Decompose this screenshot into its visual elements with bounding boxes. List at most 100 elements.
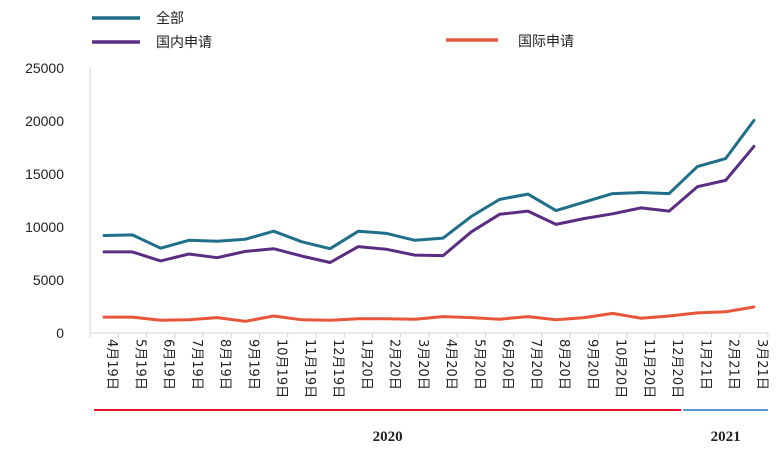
data-point	[413, 253, 417, 257]
data-point	[639, 316, 643, 320]
x-tick-label: 6月20日	[500, 339, 515, 390]
data-point	[554, 318, 558, 321]
x-tick-label: 6月19日	[161, 339, 176, 390]
data-point	[441, 236, 445, 240]
data-point	[413, 239, 417, 242]
y-tick-label: 5000	[33, 272, 64, 288]
data-point	[526, 209, 530, 213]
series-line-1	[102, 144, 756, 264]
data-point	[215, 316, 219, 319]
data-point	[413, 318, 417, 321]
x-tick-label: 2月20日	[387, 339, 402, 390]
data-point	[583, 200, 586, 204]
x-tick-label: 7月19日	[189, 339, 204, 390]
data-point	[385, 317, 388, 320]
legend: 全部 国内申请 国际申请	[92, 10, 574, 51]
data-point	[187, 239, 191, 242]
data-point	[611, 312, 614, 315]
data-point	[159, 319, 162, 322]
data-point	[244, 250, 247, 253]
data-point	[441, 315, 445, 318]
data-point	[102, 234, 106, 237]
data-point	[357, 245, 360, 248]
data-point	[328, 319, 332, 322]
data-point	[498, 213, 501, 216]
data-point	[441, 254, 445, 257]
data-point	[526, 315, 530, 318]
data-point	[498, 198, 501, 201]
data-point	[470, 215, 473, 218]
data-point	[639, 191, 643, 194]
x-tick-label: 12月20日	[669, 339, 684, 398]
data-point	[328, 247, 332, 250]
year-bands: 2020 2021	[94, 409, 768, 445]
data-point	[724, 179, 727, 182]
x-tick-label: 4月19日	[104, 339, 119, 390]
data-point	[131, 315, 134, 319]
data-point	[526, 192, 530, 196]
data-point	[696, 311, 699, 315]
year-label: 2020	[373, 429, 403, 445]
data-point	[583, 316, 586, 319]
data-point	[159, 259, 162, 263]
x-tick-label: 1月20日	[358, 339, 373, 390]
data-point	[272, 247, 275, 250]
data-point	[159, 247, 162, 250]
data-point	[187, 318, 191, 321]
data-point	[272, 314, 275, 318]
data-point	[385, 248, 388, 251]
data-point	[131, 233, 134, 237]
x-tick-label: 9月20日	[584, 339, 599, 390]
data-point	[215, 256, 219, 259]
data-point	[300, 254, 304, 258]
data-point	[272, 230, 275, 233]
legend-label-international: 国际申请	[518, 34, 574, 50]
x-tick-label: 8月20日	[556, 339, 571, 390]
x-tick-label: 1月21日	[697, 339, 712, 390]
x-tick-label: 12月19日	[330, 339, 345, 398]
data-point	[696, 165, 699, 168]
data-point	[498, 318, 501, 321]
legend-label-all: 全部	[156, 10, 184, 27]
data-point	[470, 230, 473, 233]
y-tick-label: 15000	[25, 166, 64, 182]
data-point	[639, 206, 643, 210]
x-tick-label: 9月19日	[245, 339, 260, 390]
data-point	[300, 318, 304, 321]
data-point	[724, 310, 727, 313]
x-tick-label: 11月19日	[302, 339, 317, 398]
data-point	[357, 317, 360, 320]
series-line-0	[102, 119, 756, 251]
y-tick-label: 10000	[25, 219, 64, 235]
data-point	[215, 240, 219, 243]
data-point	[667, 314, 671, 318]
x-tick-label: 2月21日	[726, 339, 741, 390]
legend-label-domestic: 国内申请	[156, 35, 212, 51]
data-point	[724, 157, 727, 160]
data-point	[667, 192, 671, 195]
x-axis-ticks: 4月19日 5月19日 6月19日 7月19日 8月19日 9月19日 10月19日 11月1…	[89, 333, 769, 398]
x-tick-label: 3月21日	[754, 339, 769, 390]
x-tick-label: 10月19日	[274, 339, 289, 398]
y-tick-label: 25000	[25, 60, 64, 76]
y-tick-label: 0	[56, 325, 64, 341]
series-lines	[102, 119, 756, 323]
data-point	[131, 250, 134, 254]
data-point	[328, 261, 332, 264]
y-tick-label: 20000	[25, 113, 64, 129]
x-tick-label: 8月19日	[217, 339, 232, 390]
data-point	[611, 212, 614, 215]
data-point	[385, 232, 388, 235]
data-point	[583, 217, 586, 220]
series-line-2	[102, 305, 756, 323]
x-tick-label: 4月20日	[443, 339, 458, 390]
data-point	[244, 320, 247, 323]
x-tick-label: 3月20日	[415, 339, 430, 390]
data-point	[102, 250, 106, 254]
x-tick-label: 7月20日	[528, 339, 543, 390]
x-tick-label: 11月20日	[641, 339, 656, 398]
data-point	[752, 119, 756, 122]
data-point	[752, 305, 756, 309]
y-axis-ticks: 0 5000 10000 15000 20000 25000	[25, 60, 64, 341]
